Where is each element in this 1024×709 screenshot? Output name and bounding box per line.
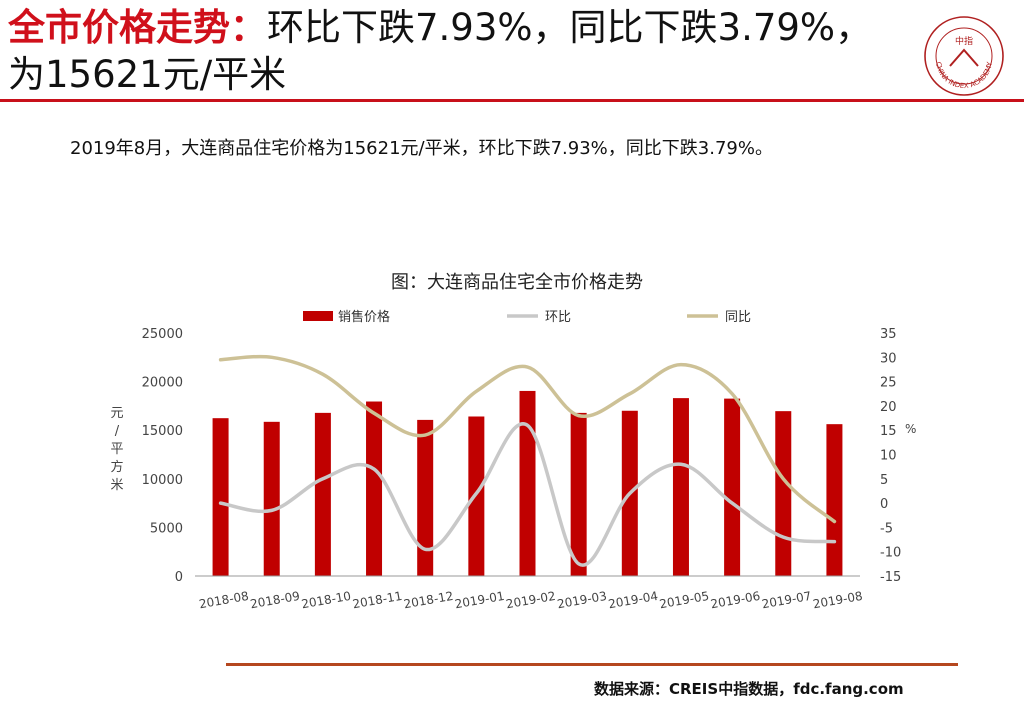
y2-tick-label: -5 xyxy=(880,521,893,536)
summary-text: 2019年8月，大连商品住宅价格为15621元/平米，环比下跌7.93%，同比下… xyxy=(70,138,773,159)
y-tick-label: 10000 xyxy=(142,473,183,488)
x-tick-label: 2019-04 xyxy=(607,589,659,611)
y2-tick-label: 20 xyxy=(880,400,897,415)
chart-legend: 销售价格 环比 同比 xyxy=(303,309,751,325)
chart-title: 图：大连商品住宅全市价格走势 xyxy=(391,272,643,293)
x-tick-label: 2018-12 xyxy=(403,589,455,611)
legend-label-yoy: 同比 xyxy=(725,310,751,325)
y-tick-label: 0 xyxy=(175,570,183,585)
footer-divider xyxy=(226,663,958,666)
title-rest: 环比下跌7.93%，同比下跌3.79%，为15621元/平米 xyxy=(8,6,873,96)
y-axis-label: 元 / 平方米 xyxy=(110,406,123,493)
x-tick-label: 2019-01 xyxy=(454,589,506,611)
y-tick-label: 5000 xyxy=(150,521,183,536)
bar-2018-10 xyxy=(314,412,331,576)
y2-axis-label: % xyxy=(905,422,916,436)
y2-tick-label: 0 xyxy=(880,497,888,512)
bar-2019-02 xyxy=(519,390,536,576)
y-axis-label-char: / xyxy=(115,424,120,439)
bar-2019-03 xyxy=(570,412,587,576)
y-tick-label: 15000 xyxy=(142,424,183,439)
x-tick-label: 2019-08 xyxy=(812,589,864,611)
bar-2018-11 xyxy=(366,401,383,576)
legend-label-mom: 环比 xyxy=(545,310,571,325)
x-tick-label: 2019-05 xyxy=(658,589,710,611)
bar-2019-05 xyxy=(672,398,689,576)
y-axis-label-char: 平 xyxy=(110,442,123,457)
y-tick-label: 20000 xyxy=(142,376,183,391)
x-tick-label: 2018-08 xyxy=(198,589,250,611)
data-source: 数据来源：CREIS中指数据，fdc.fang.com xyxy=(594,680,904,698)
x-tick-label: 2018-10 xyxy=(300,589,352,611)
line-mom xyxy=(218,422,837,567)
y-axis-label-char: 方 xyxy=(110,459,123,475)
title-divider xyxy=(0,99,1024,102)
x-tick-label: 2018-09 xyxy=(249,589,301,611)
y-axis-label-char: 米 xyxy=(110,478,123,493)
logo-seal: 中指 xyxy=(955,35,973,47)
bar-2019-08 xyxy=(826,424,843,576)
x-tick-label: 2018-11 xyxy=(351,589,403,611)
bar-2018-09 xyxy=(263,421,280,576)
y2-tick-label: -15 xyxy=(880,570,901,585)
bar-2019-06 xyxy=(724,398,741,576)
y2-tick-label: -10 xyxy=(880,546,901,561)
china-index-academy-logo: CHINA INDEX ACADEMY 中指 xyxy=(924,16,1004,96)
page-title: 全市价格走势：环比下跌7.93%，同比下跌3.79%，为15621元/平米 xyxy=(8,4,908,98)
line-yoy xyxy=(218,354,837,524)
legend-label-price: 销售价格 xyxy=(338,309,390,325)
x-tick-label: 2019-03 xyxy=(556,589,608,611)
bar-2018-08 xyxy=(212,418,229,576)
y2-tick-label: 10 xyxy=(880,449,897,464)
y2-tick-label: 15 xyxy=(880,424,897,439)
bar-2019-01 xyxy=(468,416,485,576)
bar-2018-12 xyxy=(417,419,434,576)
y2-tick-label: 35 xyxy=(880,327,897,342)
y2-tick-label: 5 xyxy=(880,473,888,488)
y2-tick-label: 30 xyxy=(880,351,897,366)
x-tick-label: 2019-06 xyxy=(710,589,762,611)
x-tick-label: 2019-07 xyxy=(761,589,813,611)
title-highlight: 全市价格走势： xyxy=(8,6,267,49)
y-axis-label-char: 元 xyxy=(110,406,123,421)
y2-tick-label: 25 xyxy=(880,376,897,391)
y-tick-label: 25000 xyxy=(142,327,183,342)
x-tick-label: 2019-02 xyxy=(505,589,557,611)
legend-swatch-price xyxy=(303,311,333,321)
bar-2019-07 xyxy=(775,411,792,576)
